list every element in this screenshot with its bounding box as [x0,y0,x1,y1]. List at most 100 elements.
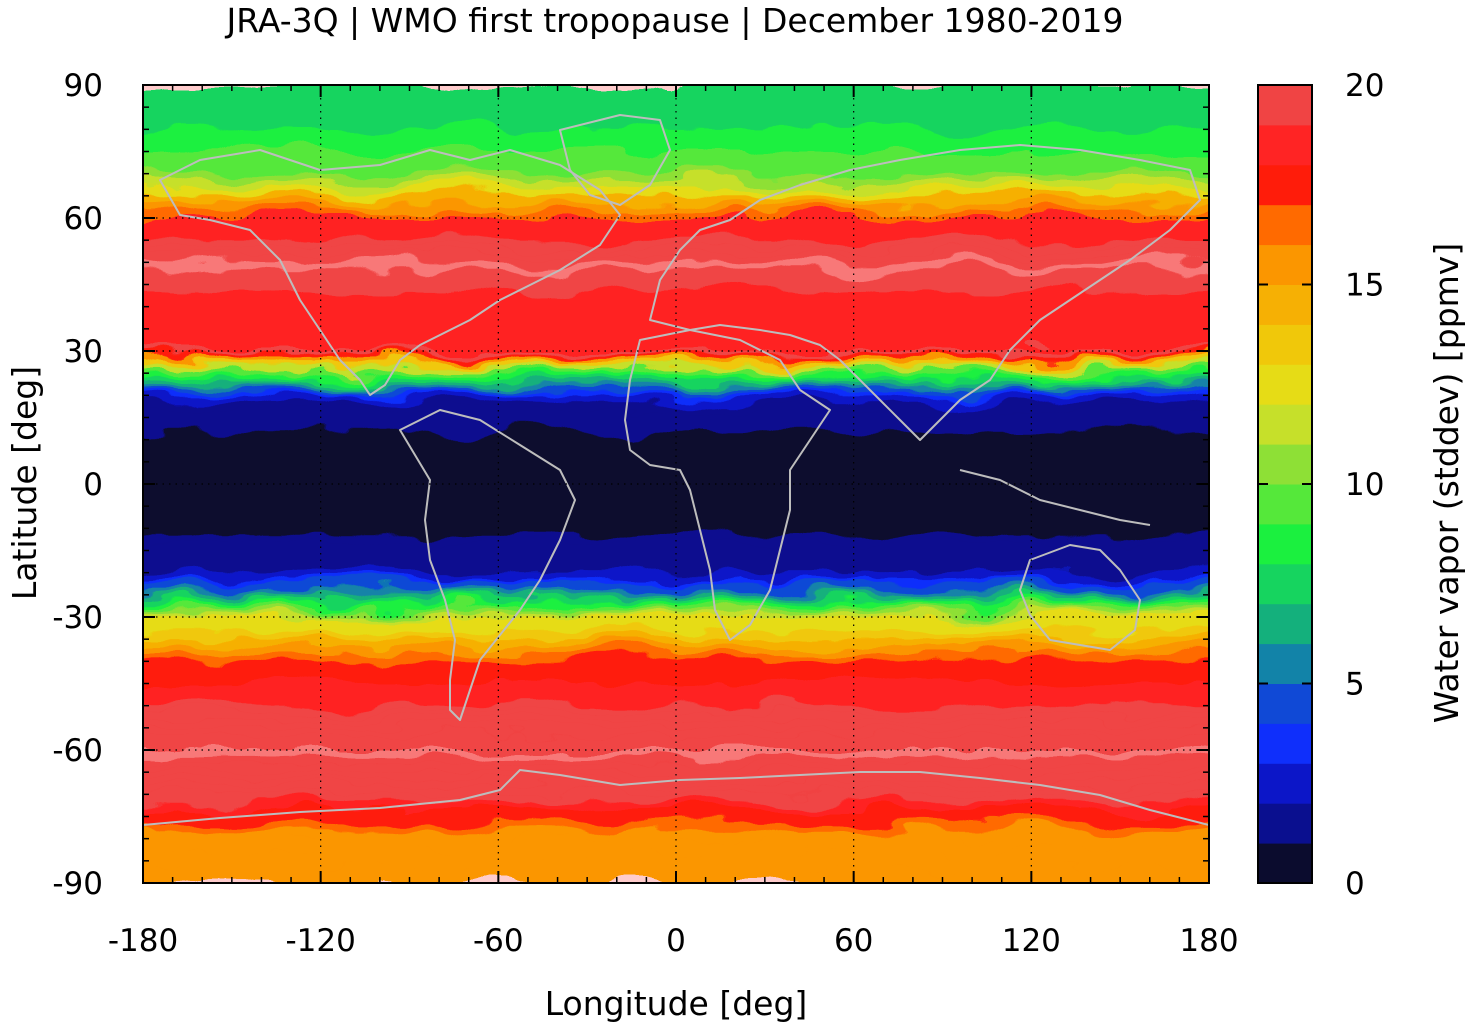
y-tick-label: -60 [52,733,103,769]
y-tick-label: -30 [52,600,103,636]
field-band [143,505,1209,515]
x-tick-label: -120 [285,923,355,959]
field-band [143,453,1209,463]
field-band [143,845,1209,854]
field-band [143,749,1209,758]
field-band [143,468,1209,478]
field-band [143,380,1209,385]
field-band [143,210,1209,219]
field-band [143,719,1209,729]
field-band [143,121,1209,130]
colorbar-tick-label: 0 [1345,866,1365,902]
field-band [143,394,1209,404]
field-band [143,136,1209,145]
field-band [143,838,1209,847]
x-tick-label: 180 [1179,923,1238,959]
y-tick-label: 0 [83,467,103,503]
colorbar [1258,85,1312,884]
field-band [143,291,1209,300]
field-band [143,158,1209,167]
field-band [143,361,1209,367]
colorbar-swatch [1258,284,1312,325]
field-band [143,631,1209,640]
field-band [143,646,1209,655]
x-axis: -180 -120 -60 0 60 120 180 [108,85,1239,959]
field-band [143,594,1209,600]
field-band [143,575,1209,581]
x-tick-label: -180 [108,923,178,959]
coastlines [143,114,1209,826]
field-band [143,483,1209,492]
field-band [143,609,1209,614]
field-band [143,284,1209,293]
field-band [143,357,1209,363]
field-band [143,387,1209,393]
colorbar-ticks: 0 5 10 15 20 [1258,68,1384,902]
field-band [143,520,1209,529]
colorbar-swatch [1258,324,1312,365]
field-band [143,579,1209,585]
coastline-africa [624,329,831,641]
field-band [143,269,1209,278]
field-band [143,616,1209,625]
field-band [143,572,1209,577]
colorbar-label: Water vapor (stddev) [ppmv] [1427,243,1466,723]
field-band [143,372,1209,378]
field-band [143,461,1209,470]
colorbar-swatch [1258,244,1312,285]
field-band [143,99,1209,108]
field-band [143,143,1209,152]
colorbar-swatch [1258,563,1312,605]
colorbar-swatch [1258,803,1312,844]
field-band [143,476,1209,485]
field-band [143,742,1209,751]
colorbar-swatch [1258,85,1312,126]
coastline-antarctica [143,769,1209,826]
field-band [143,734,1209,744]
field-band [143,187,1209,197]
colorbar-swatch [1258,364,1312,405]
field-band [143,343,1209,352]
field-band [143,779,1209,788]
colorbar-swatch [1258,843,1312,884]
colorbar-swatch [1258,164,1312,206]
grid-lines [143,85,1209,883]
field-band [143,320,1209,330]
field-band [143,668,1209,677]
field-band [143,598,1209,603]
field-band [143,446,1209,455]
x-tick-label: 120 [1002,923,1061,959]
y-tick-label: 90 [64,68,103,104]
colorbar-swatch [1258,763,1312,804]
field-band [143,786,1209,795]
colorbar-swatch [1258,124,1312,166]
field-band [143,601,1209,607]
field-band [143,793,1209,803]
field-band [143,195,1209,204]
field-band [143,232,1209,241]
colorbar-tick-label: 20 [1345,68,1384,104]
colorbar-swatch [1258,683,1312,724]
field-band [143,391,1209,396]
field-band [143,128,1209,138]
field-band [143,801,1209,810]
field-band [143,586,1209,592]
y-tick-label: -90 [52,866,103,902]
field-band [143,527,1209,537]
coastline-europe-asia [649,144,1201,441]
field-band [143,202,1209,212]
field-band [143,417,1209,426]
field-band [143,535,1209,544]
field-band [143,402,1209,411]
field-band [143,860,1209,869]
field-band [143,354,1209,359]
field-band [143,697,1209,707]
x-tick-label: 60 [834,923,873,959]
field-band [143,431,1209,441]
chart-title: JRA-3Q | WMO first tropopause | December… [225,1,1124,40]
field-band [143,313,1209,322]
x-tick-label: -60 [473,923,524,959]
field-band [143,727,1209,736]
field-band [143,660,1209,670]
